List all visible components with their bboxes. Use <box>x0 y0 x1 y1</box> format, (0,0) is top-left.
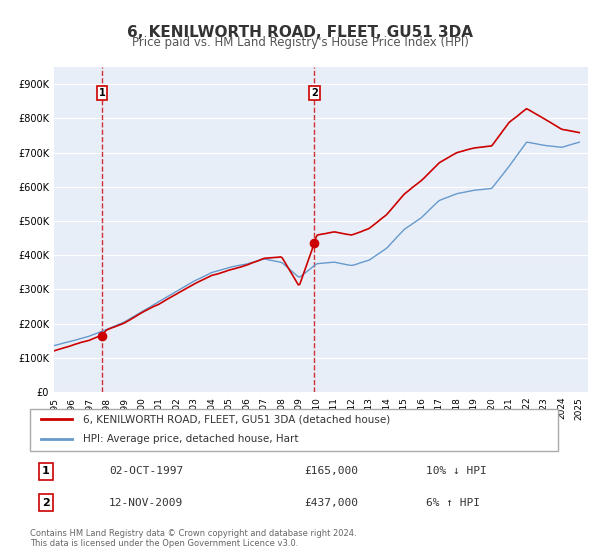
Text: 6% ↑ HPI: 6% ↑ HPI <box>426 498 480 508</box>
Text: 10% ↓ HPI: 10% ↓ HPI <box>426 466 487 476</box>
Text: 1: 1 <box>99 88 106 98</box>
Text: 2: 2 <box>311 88 318 98</box>
Text: 1: 1 <box>42 466 50 476</box>
Text: £437,000: £437,000 <box>305 498 359 508</box>
FancyBboxPatch shape <box>30 409 558 451</box>
Text: 6, KENILWORTH ROAD, FLEET, GU51 3DA (detached house): 6, KENILWORTH ROAD, FLEET, GU51 3DA (det… <box>83 414 390 424</box>
Text: This data is licensed under the Open Government Licence v3.0.: This data is licensed under the Open Gov… <box>30 539 298 548</box>
Text: 12-NOV-2009: 12-NOV-2009 <box>109 498 184 508</box>
Text: 02-OCT-1997: 02-OCT-1997 <box>109 466 184 476</box>
Text: Price paid vs. HM Land Registry's House Price Index (HPI): Price paid vs. HM Land Registry's House … <box>131 36 469 49</box>
Text: HPI: Average price, detached house, Hart: HPI: Average price, detached house, Hart <box>83 434 298 444</box>
Text: 6, KENILWORTH ROAD, FLEET, GU51 3DA: 6, KENILWORTH ROAD, FLEET, GU51 3DA <box>127 25 473 40</box>
Text: £165,000: £165,000 <box>305 466 359 476</box>
Text: 2: 2 <box>42 498 50 508</box>
Text: Contains HM Land Registry data © Crown copyright and database right 2024.: Contains HM Land Registry data © Crown c… <box>30 529 356 538</box>
